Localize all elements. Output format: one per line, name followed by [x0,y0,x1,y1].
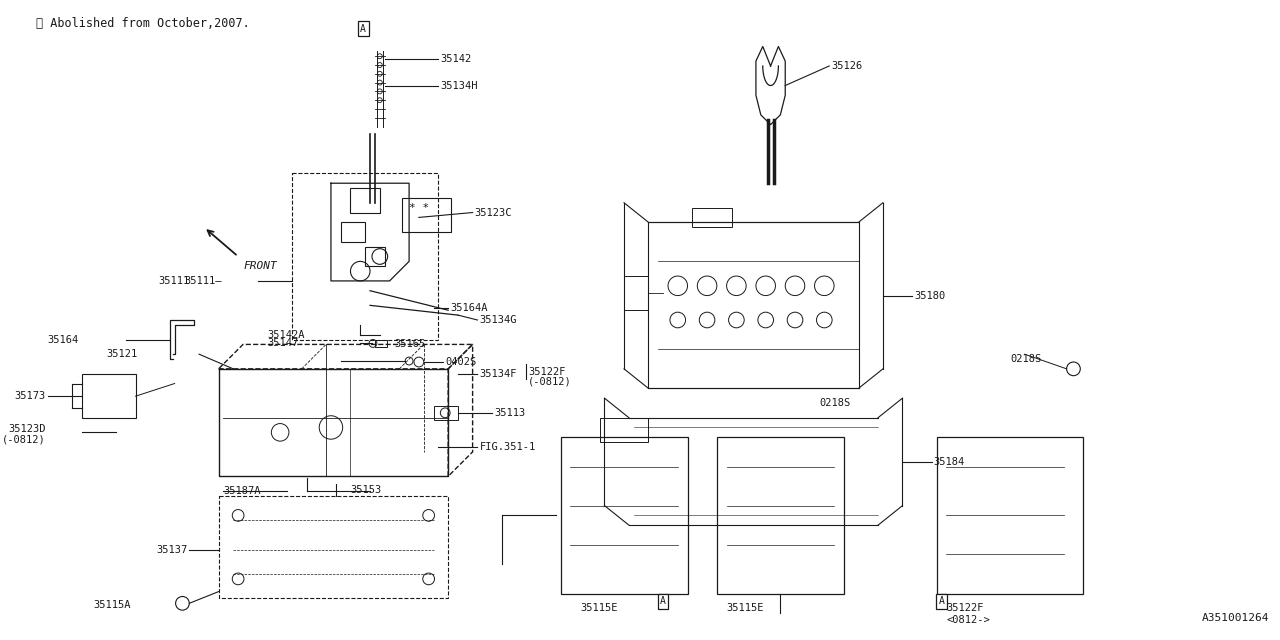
Text: 35123D: 35123D [8,424,46,435]
Text: 35126: 35126 [831,61,863,71]
Text: A: A [360,24,366,34]
Text: 35121: 35121 [106,349,137,359]
Text: A: A [660,596,666,606]
Text: 35122F: 35122F [946,604,984,613]
Bar [82,374,136,418]
Bar [292,173,439,340]
Text: 35165: 35165 [394,339,426,349]
Text: 35164: 35164 [47,335,79,344]
Bar [717,437,844,593]
Text: 35147: 35147 [268,339,298,348]
Text: 35187A: 35187A [224,486,261,496]
Text: A351001264: A351001264 [1202,613,1268,623]
Text: FRONT: FRONT [243,261,276,271]
Text: 35153: 35153 [351,485,381,495]
Bar [625,276,649,310]
Bar [351,188,380,212]
Text: 35164A: 35164A [451,303,488,313]
Bar [599,418,649,442]
Bar [365,247,385,266]
Text: ∗ ∗: ∗ ∗ [410,201,429,211]
Text: 35142A: 35142A [268,330,305,340]
Text: 35142: 35142 [440,54,471,64]
Bar [219,496,448,598]
Text: 35134H: 35134H [440,81,477,90]
Text: 35137: 35137 [156,545,187,555]
Bar [402,198,451,232]
Bar [937,437,1083,593]
Text: 35115A: 35115A [93,600,131,611]
Text: 35122F: 35122F [529,367,566,377]
Text: A: A [938,596,945,606]
Text: 35123C: 35123C [475,207,512,218]
Text: 35134F: 35134F [480,369,517,379]
Bar [375,340,387,348]
Text: FIG.351-1: FIG.351-1 [480,442,536,452]
Text: ※ Abolished from October,2007.: ※ Abolished from October,2007. [36,17,250,30]
Text: (-0812): (-0812) [1,434,46,444]
Bar [561,437,687,593]
Text: 35180: 35180 [914,291,946,301]
Text: 35111—: 35111— [184,276,221,286]
Bar [434,406,458,420]
Text: 0218S: 0218S [1010,354,1041,364]
Bar [340,222,365,242]
Text: 35111: 35111 [157,276,189,286]
Bar [692,207,731,227]
Text: 35184: 35184 [933,457,965,467]
Text: (-0812): (-0812) [529,376,572,387]
Text: 35173: 35173 [14,391,46,401]
Text: 0218S: 0218S [819,398,851,408]
Bar [649,222,859,388]
Text: <0812->: <0812-> [946,615,991,625]
Text: 35115E: 35115E [727,604,764,613]
Text: 35134G: 35134G [480,315,517,325]
Text: 35113: 35113 [494,408,525,418]
Text: 35115E: 35115E [580,604,617,613]
Text: 0402S: 0402S [445,357,476,367]
